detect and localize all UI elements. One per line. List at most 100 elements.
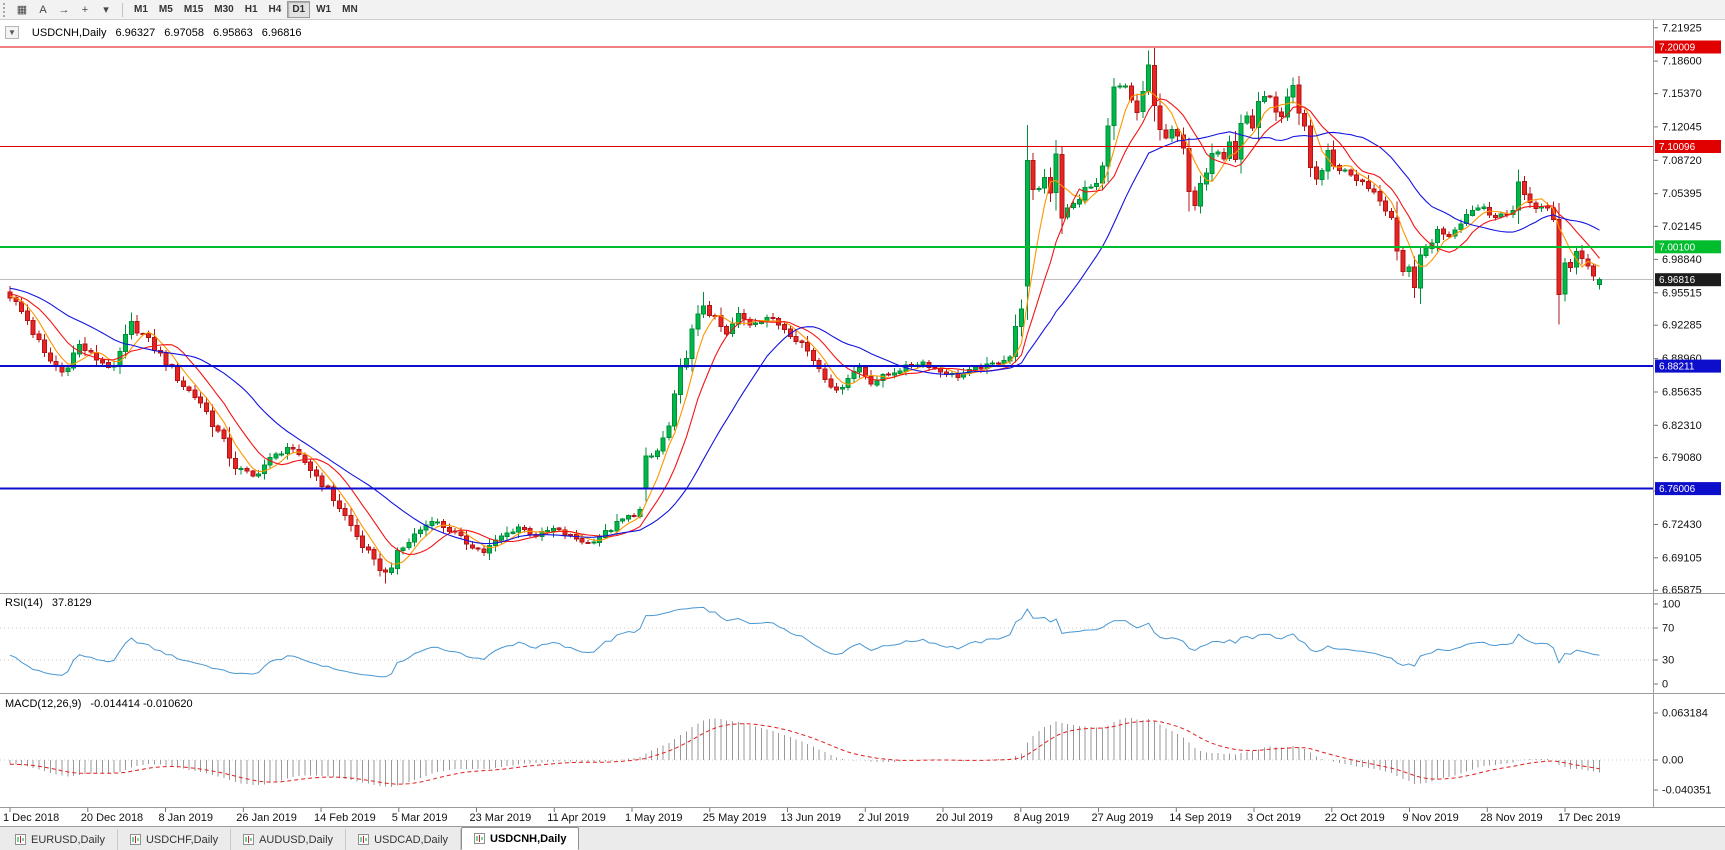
candle-body	[1348, 169, 1354, 176]
time-scale-label[interactable]: 1 May 2019	[625, 812, 682, 824]
candle-body	[331, 486, 337, 502]
candle-body	[1435, 228, 1441, 244]
tab-label: USDCNH,Daily	[490, 832, 567, 845]
time-scale-label[interactable]: 25 May 2019	[703, 812, 767, 824]
candle-body	[1290, 85, 1296, 98]
candle-body	[36, 333, 42, 341]
candle-body	[1516, 181, 1522, 211]
timeframe-w1-button[interactable]: W1	[311, 1, 336, 18]
candle-body	[799, 340, 805, 344]
price-tag-label: 6.76006	[1659, 484, 1696, 495]
candle-body	[1238, 122, 1244, 160]
candle-body	[204, 402, 209, 413]
timeframe-m1-button[interactable]: M1	[129, 1, 153, 18]
time-scale-label[interactable]: 8 Jan 2019	[159, 812, 213, 824]
candle-body	[273, 453, 279, 459]
indicators-icon[interactable]: +	[75, 1, 95, 18]
candle-body	[412, 533, 418, 543]
candle-body	[429, 521, 435, 526]
candle-body	[180, 380, 186, 388]
quick-trade-caret-icon[interactable]: ▼	[5, 26, 19, 39]
candle-body	[504, 532, 510, 537]
chart-tab-usdchf-daily[interactable]: USDCHF,Daily	[118, 829, 232, 850]
ohlc-close: 6.96816	[261, 26, 302, 39]
time-scale-label[interactable]: 26 Jan 2019	[236, 812, 297, 824]
candle-body	[897, 370, 903, 374]
time-scale-label[interactable]: 3 Oct 2019	[1247, 812, 1301, 824]
candle-body	[1279, 111, 1285, 117]
candle-body	[458, 531, 464, 536]
time-scale-label[interactable]: 5 Mar 2019	[392, 812, 448, 824]
price-tag-label: 7.00100	[1659, 242, 1696, 253]
candle-body	[65, 367, 71, 373]
candle-body	[325, 485, 331, 488]
price-scale-tick-label: 7.21925	[1662, 22, 1702, 34]
charts-grid-icon[interactable]: ▦	[12, 1, 32, 18]
chart-tab-eurusd-daily[interactable]: EURUSD,Daily	[3, 829, 118, 850]
candle-body	[1175, 128, 1181, 137]
candle-body	[1111, 86, 1117, 127]
time-scale-label[interactable]: 2 Jul 2019	[858, 812, 909, 824]
timeframe-m30-button[interactable]: M30	[209, 1, 238, 18]
candle-body	[626, 515, 631, 520]
chart-tab-audusd-daily[interactable]: AUDUSD,Daily	[231, 829, 347, 850]
chart-canvas[interactable]: 7.21925 7.18600 7.15370 7.12045 7.08720 7.053…	[0, 20, 1725, 826]
time-scale-label[interactable]: 17 Dec 2019	[1558, 812, 1620, 824]
candle-body	[400, 547, 406, 551]
time-scale-label[interactable]: 23 Mar 2019	[470, 812, 532, 824]
chart-shift-icon[interactable]: →	[54, 1, 74, 18]
candle-body	[834, 386, 839, 391]
timeframe-h4-button[interactable]: H4	[264, 1, 287, 18]
time-scale-label[interactable]: 8 Aug 2019	[1014, 812, 1070, 824]
candle-body	[874, 379, 880, 386]
time-scale-label[interactable]: 14 Sep 2019	[1169, 812, 1231, 824]
chart-tab-usdcad-daily[interactable]: USDCAD,Daily	[346, 829, 462, 850]
ohlc-high: 6.97058	[164, 26, 205, 39]
ohlc-low: 6.95863	[213, 26, 253, 39]
indicators-caret-icon[interactable]: ▾	[96, 1, 116, 18]
candle-body	[1579, 250, 1585, 260]
time-scale-label[interactable]: 22 Oct 2019	[1325, 812, 1385, 824]
toolbar-grip[interactable]	[3, 2, 7, 17]
time-scale-label[interactable]: 27 Aug 2019	[1092, 812, 1154, 824]
time-scale-label[interactable]: 13 Jun 2019	[781, 812, 842, 824]
candle-body	[441, 520, 446, 528]
price-scale-tick-label: 6.98840	[1662, 254, 1702, 266]
time-scale-label[interactable]: 9 Nov 2019	[1403, 812, 1459, 824]
candle-body	[660, 437, 666, 452]
time-scale-label[interactable]: 20 Jul 2019	[936, 812, 993, 824]
candle-body	[1134, 100, 1140, 113]
timeframe-d1-button[interactable]: D1	[287, 1, 311, 18]
candle-body	[313, 469, 319, 477]
candle-body	[261, 464, 267, 474]
price-scale-tick-label: 7.02145	[1662, 221, 1702, 233]
time-scale-label[interactable]: 14 Feb 2019	[314, 812, 376, 824]
time-scale-label[interactable]: 1 Dec 2018	[3, 812, 59, 824]
candle-body	[828, 378, 834, 388]
chart-tab-usdcnh-daily[interactable]: USDCNH,Daily	[461, 827, 580, 850]
timeframe-mn-button[interactable]: MN	[337, 1, 363, 18]
time-scale-label[interactable]: 20 Dec 2018	[81, 812, 143, 824]
candle-body	[1365, 180, 1371, 189]
candle-body	[1019, 308, 1024, 327]
price-tag	[1655, 482, 1721, 496]
candle-body	[175, 365, 181, 382]
candle-body	[1394, 217, 1400, 252]
autoscroll-icon[interactable]: A	[33, 1, 53, 18]
timeframe-h1-button[interactable]: H1	[240, 1, 263, 18]
candle-body	[1313, 166, 1319, 180]
candle-body	[1400, 250, 1406, 273]
time-scale-label[interactable]: 28 Nov 2019	[1480, 812, 1542, 824]
tab-label: EURUSD,Daily	[31, 833, 105, 846]
candle-body	[967, 369, 972, 374]
timeframe-m15-button[interactable]: M15	[179, 1, 208, 18]
time-scale-label[interactable]: 11 Apr 2019	[547, 812, 606, 824]
candle-body	[1388, 211, 1394, 219]
timeframe-m5-button[interactable]: M5	[154, 1, 178, 18]
candle-body	[1493, 215, 1498, 218]
tab-chart-icon	[243, 834, 255, 845]
candle-body	[1371, 188, 1377, 193]
candle-body	[706, 304, 712, 317]
candle-body	[371, 549, 377, 560]
